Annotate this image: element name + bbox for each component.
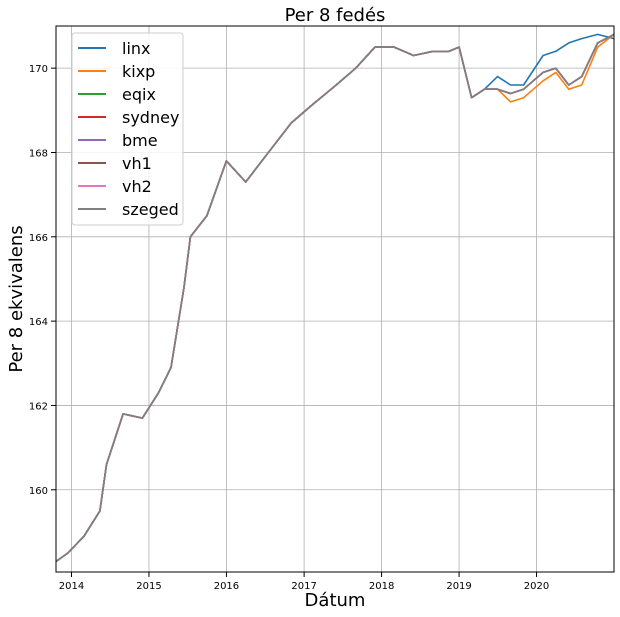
x-tick-label: 2016	[214, 581, 239, 592]
plot-frame	[55, 25, 615, 573]
y-tick-label: 166	[29, 233, 48, 244]
chart-title: Per 8 fedés	[285, 5, 386, 26]
y-tick-label: 168	[29, 148, 48, 159]
legend-label-szeged: szeged	[122, 200, 179, 219]
legend-label-bme: bme	[122, 131, 158, 150]
x-tick-label: 2018	[369, 581, 394, 592]
x-tick-label: 2014	[59, 581, 84, 592]
legend-label-vh1: vh1	[122, 154, 152, 173]
legend-label-sydney: sydney	[122, 108, 179, 127]
x-tick-label: 2015	[136, 581, 161, 592]
series-lines	[55, 33, 615, 563]
x-tick-label: 2020	[524, 581, 549, 592]
x-axis-ticks: 2014 2015 2016 2017 2018 2019 2020	[59, 572, 549, 592]
y-axis-ticks: 160 162 164 166 168 170	[29, 64, 56, 497]
y-tick-label: 164	[29, 317, 48, 328]
series-line-szeged	[55, 33, 615, 563]
legend: linx kixp eqix sydney bme vh1 vh2 szeged	[71, 32, 184, 226]
legend-label-kixp: kixp	[122, 62, 155, 81]
x-tick-label: 2019	[446, 581, 471, 592]
legend-label-linx: linx	[122, 39, 151, 58]
y-tick-label: 160	[29, 486, 48, 497]
x-axis-label: Dátum	[305, 590, 366, 611]
x-tick-label: 2017	[291, 581, 316, 592]
legend-label-vh2: vh2	[122, 177, 152, 196]
y-tick-label: 162	[29, 401, 48, 412]
legend-box	[71, 32, 184, 226]
grid-lines	[56, 26, 614, 572]
y-tick-label: 170	[29, 64, 48, 75]
y-axis-label: Per 8 ekvivalens	[6, 225, 27, 372]
legend-label-eqix: eqix	[122, 85, 156, 104]
